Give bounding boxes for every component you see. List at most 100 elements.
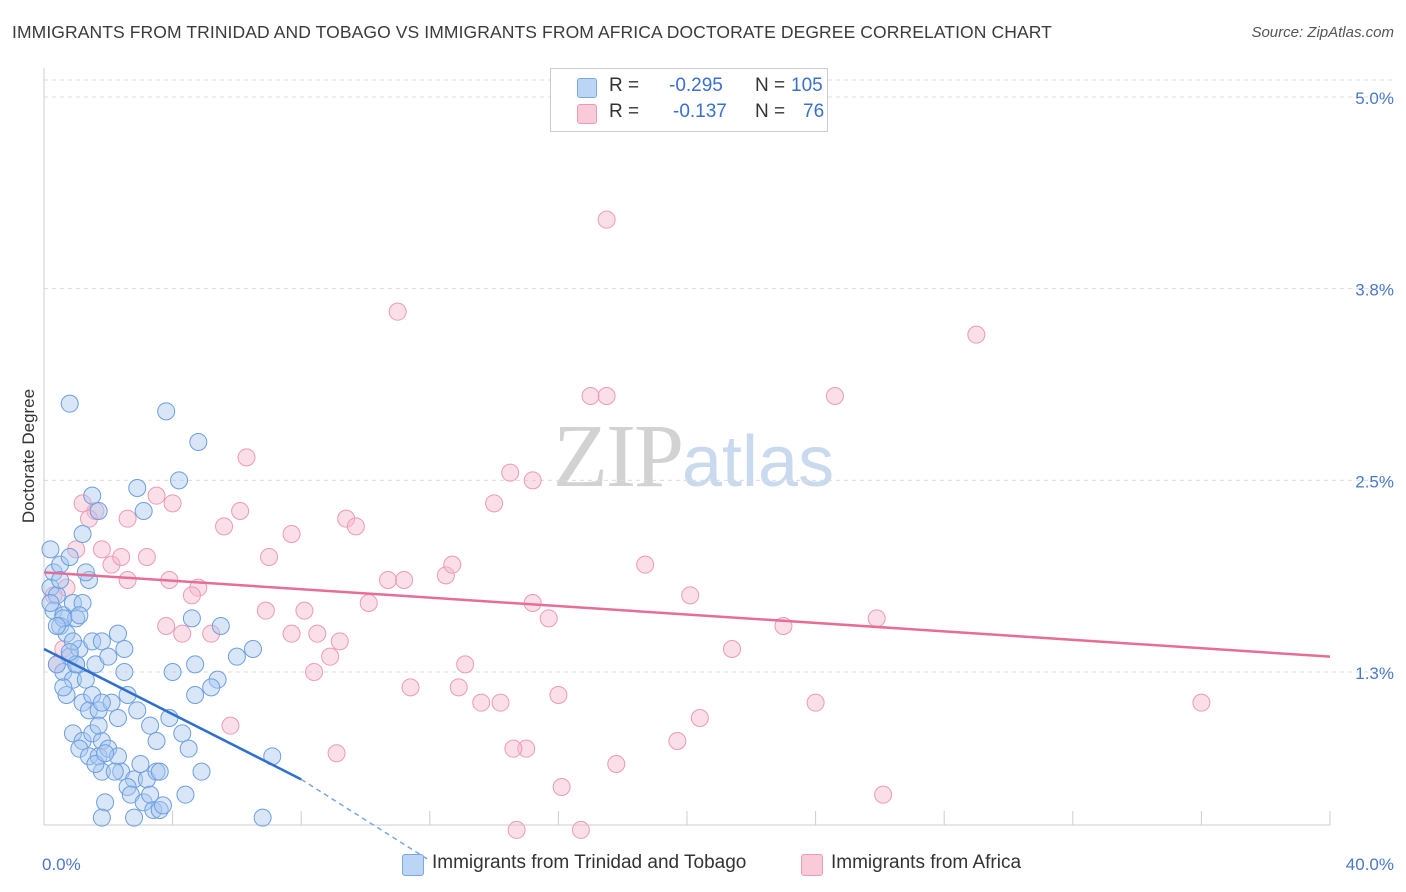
trinidad-point [41, 578, 60, 597]
africa-point [388, 302, 407, 321]
trinidad-point [176, 785, 195, 804]
africa-point [395, 571, 414, 589]
africa-point [456, 655, 475, 674]
africa-point [102, 555, 121, 574]
africa-point [308, 624, 327, 643]
trend-lines [43, 571, 1331, 862]
legend-n-value: 76 [803, 101, 825, 122]
africa-point [157, 617, 176, 635]
africa-point [118, 571, 137, 589]
trinidad-point [47, 617, 66, 635]
africa-point [504, 739, 523, 758]
trinidad-point [83, 632, 102, 651]
trinidad-point [92, 632, 111, 651]
africa-point [282, 525, 301, 543]
africa-point [282, 624, 301, 643]
trinidad-point [73, 693, 92, 712]
trinidad-point [83, 486, 102, 505]
bottom-legend-label: Immigrants from Africa [831, 852, 1022, 873]
trinidad-point [102, 693, 121, 712]
trinidad-point [125, 808, 144, 827]
trinidad-point [96, 744, 115, 763]
legend-swatch-blue [577, 78, 597, 98]
africa-point [668, 732, 687, 750]
y-tick-label: 2.5% [1355, 472, 1394, 491]
africa-point [449, 678, 468, 697]
trinidad-point [63, 670, 82, 689]
africa-point [221, 716, 240, 735]
trinidad-point [147, 732, 166, 750]
africa-point [321, 647, 340, 666]
axes [43, 68, 1331, 826]
africa-point [443, 555, 462, 574]
africa-point [874, 785, 893, 804]
x-tick-label: 40.0% [1346, 855, 1394, 874]
africa-point [305, 663, 324, 681]
trinidad-point [182, 609, 201, 628]
trinidad-point [76, 563, 95, 582]
africa-point [73, 494, 92, 513]
africa-point [967, 325, 986, 344]
trinidad-point [208, 670, 227, 689]
trinidad-point [128, 479, 147, 497]
trinidad-point [186, 686, 205, 704]
trinidad-point [83, 724, 102, 743]
trinidad-point [99, 647, 118, 666]
africa-point [118, 509, 137, 528]
legend-r-value: -0.295 [669, 75, 723, 96]
y-axis-title: Doctorate Degree [19, 389, 38, 523]
africa-point [359, 594, 378, 612]
africa-point [552, 778, 571, 796]
legend-n-value: 105 [791, 75, 823, 96]
africa-point [806, 693, 825, 712]
bottom-legend-label: Immigrants from Trinidad and Tobago [432, 852, 747, 873]
africa-point [581, 387, 600, 405]
africa-point [346, 517, 365, 536]
trinidad-point [89, 502, 108, 520]
africa-point [182, 586, 201, 605]
trinidad-point [83, 686, 102, 704]
trinidad-point [57, 624, 76, 643]
y-tick-label: 5.0% [1355, 89, 1394, 108]
trinidad-point [227, 647, 246, 666]
trinidad-point [150, 762, 169, 781]
africa-point [147, 486, 166, 505]
trinidad-point [60, 643, 79, 662]
trinidad-point [47, 586, 66, 605]
trinidad-point [186, 655, 205, 674]
africa-point [636, 555, 655, 574]
africa-point [825, 387, 844, 405]
legend-r-value: -0.137 [673, 101, 727, 122]
trinidad-point [70, 739, 89, 758]
trinidad-point [192, 762, 211, 781]
chart-title: IMMIGRANTS FROM TRINIDAD AND TOBAGO VS I… [12, 22, 1052, 42]
tick-labels: 1.3% 2.5% 3.8% 5.0% 0.0% 40.0% Doctorate Degre… [19, 89, 1394, 874]
trinidad-point [108, 624, 127, 643]
trinidad-point [67, 609, 86, 628]
trinidad-point [153, 796, 172, 815]
africa-point [681, 586, 700, 605]
africa-point [523, 471, 542, 490]
bottom-legend-swatch-pink [801, 854, 823, 876]
africa-point [215, 517, 234, 536]
trinidad-point [163, 663, 182, 681]
trinidad-point [253, 808, 272, 827]
trinidad-point [141, 716, 160, 735]
trinidad-point [54, 678, 73, 697]
africa-point [337, 509, 356, 528]
trinidad-point [108, 709, 127, 727]
africa-point [472, 693, 491, 712]
africa-point [379, 571, 398, 589]
trinidad-point [141, 785, 160, 804]
trinidad-trend-extension [300, 778, 431, 862]
trinidad-point [92, 808, 111, 827]
y-tick-label: 1.3% [1355, 664, 1394, 683]
africa-point [491, 693, 510, 712]
africa-point [330, 632, 349, 651]
trinidad-point [134, 793, 153, 812]
africa-point [260, 548, 279, 566]
africa-point [501, 463, 520, 482]
trinidad-point [173, 724, 192, 743]
trinidad-point [144, 801, 163, 819]
